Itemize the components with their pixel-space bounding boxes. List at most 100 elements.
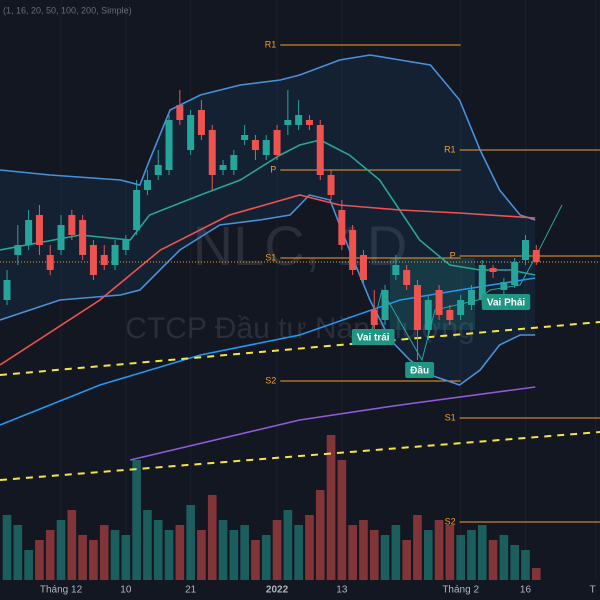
- volume-bar: [348, 525, 357, 580]
- x-tick-label: 21: [185, 585, 197, 596]
- pivot-label: P: [450, 250, 456, 260]
- candle-body: [457, 300, 465, 315]
- candle-body: [100, 255, 108, 265]
- candle-body: [467, 290, 475, 305]
- candle-body: [251, 140, 259, 150]
- candle-body: [133, 190, 141, 230]
- volume-bar: [391, 525, 401, 580]
- band-fill: [0, 55, 536, 385]
- volume-bar: [175, 525, 185, 580]
- candle-body: [89, 245, 97, 275]
- x-tick-label: 2022: [266, 585, 289, 596]
- volume-bar: [89, 540, 98, 580]
- pivot-label: R1: [265, 39, 277, 49]
- volume-bar: [510, 545, 519, 580]
- annotation-box: [481, 294, 531, 310]
- candle-body: [316, 125, 324, 175]
- indicator-line: [0, 277, 536, 426]
- candle-body: [3, 280, 11, 300]
- volume-bar: [445, 525, 455, 580]
- volume-bar: [45, 530, 55, 580]
- x-tick-label: T: [590, 585, 596, 596]
- volume-bar: [197, 530, 206, 580]
- indicator-label: (1, 16, 20, 50, 100, 200, Simple): [3, 5, 132, 15]
- candle-body: [68, 215, 76, 235]
- volume-bar: [164, 530, 174, 580]
- pivot-label: R1: [444, 144, 456, 154]
- candle-body: [176, 105, 184, 120]
- candle-body: [381, 290, 389, 320]
- volume-bar: [78, 535, 87, 580]
- indicator-line: [0, 54, 536, 221]
- candle-body: [241, 135, 249, 140]
- candle-body: [35, 215, 43, 245]
- candle-body: [327, 175, 335, 195]
- candle-body: [532, 250, 540, 262]
- volume-bar: [56, 520, 66, 580]
- x-tick-label: 16: [520, 585, 532, 596]
- candle-body: [284, 120, 292, 125]
- volume-bar: [218, 520, 228, 580]
- pattern-outline: [371, 204, 563, 362]
- pivot-label: P: [270, 164, 276, 174]
- candle-body: [500, 282, 508, 290]
- candle-body: [392, 265, 400, 275]
- volume-bar: [229, 530, 239, 580]
- candle-body: [57, 225, 65, 250]
- volume-bar: [186, 505, 195, 580]
- candle-body: [295, 115, 303, 125]
- candle-body: [446, 310, 454, 320]
- candle-body: [230, 155, 238, 170]
- volume-bar: [477, 525, 487, 580]
- volume-bar: [499, 535, 509, 580]
- pivot-label: S2: [265, 375, 276, 385]
- candle-body: [338, 210, 346, 245]
- volume-bar: [423, 530, 433, 580]
- volume-bar: [35, 540, 44, 580]
- volume-bar: [326, 435, 336, 580]
- candle-body: [197, 110, 205, 135]
- volume-bar: [521, 550, 530, 580]
- annotation-box: [405, 362, 435, 378]
- volume-bar: [315, 490, 325, 580]
- volume-bar: [153, 520, 163, 580]
- candle-body: [435, 290, 443, 315]
- volume-bar: [305, 515, 314, 580]
- candle-body: [25, 220, 33, 245]
- volume-bar: [132, 460, 141, 580]
- volume-bar: [488, 540, 498, 580]
- volume-bar: [272, 520, 282, 580]
- indicator-line: [129, 386, 536, 461]
- candle-body: [478, 265, 486, 300]
- indicator-line: [0, 321, 600, 376]
- candle-body: [370, 310, 378, 325]
- volume-bar: [531, 568, 541, 580]
- volume-bar: [121, 535, 131, 580]
- volume-bar: [434, 520, 444, 580]
- volume-bar: [402, 540, 411, 580]
- candle-body: [122, 240, 130, 250]
- candle-body: [208, 130, 216, 175]
- indicator-line: [0, 431, 600, 481]
- pivot-label: S1: [265, 252, 276, 262]
- annotation-label: Vai Phải: [487, 298, 526, 309]
- volume-bar: [207, 495, 217, 580]
- candle-body: [349, 230, 357, 270]
- x-tick-label: Tháng 12: [40, 585, 83, 596]
- candle-body: [424, 300, 432, 330]
- volume-bar: [380, 535, 390, 580]
- candle-body: [143, 180, 151, 190]
- candle-body: [154, 165, 162, 175]
- volume-bar: [467, 530, 476, 580]
- candle-body: [359, 255, 367, 280]
- pivot-label: S1: [445, 412, 456, 422]
- candle-body: [262, 140, 270, 155]
- volume-bar: [261, 535, 271, 580]
- volume-bar: [2, 515, 12, 580]
- candle-body: [187, 115, 195, 150]
- candle-body: [219, 165, 227, 170]
- volume-bar: [294, 525, 303, 580]
- candle-body: [403, 270, 411, 285]
